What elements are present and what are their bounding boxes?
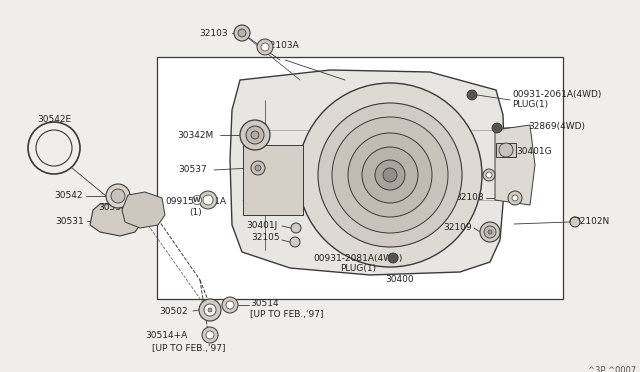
Circle shape bbox=[234, 25, 250, 41]
Text: 30542: 30542 bbox=[54, 192, 83, 201]
Text: 30401G: 30401G bbox=[516, 148, 552, 157]
Circle shape bbox=[318, 103, 462, 247]
Text: 30531: 30531 bbox=[55, 217, 84, 225]
Circle shape bbox=[480, 222, 500, 242]
Circle shape bbox=[255, 165, 261, 171]
Text: 32102N: 32102N bbox=[575, 218, 610, 227]
Text: 30514+A: 30514+A bbox=[146, 330, 188, 340]
Text: 32105: 32105 bbox=[252, 234, 280, 243]
Circle shape bbox=[36, 130, 72, 166]
Circle shape bbox=[251, 161, 265, 175]
Bar bbox=[157, 57, 563, 299]
Text: 30542E: 30542E bbox=[37, 115, 71, 125]
Bar bbox=[496, 143, 516, 157]
Circle shape bbox=[261, 43, 269, 51]
Polygon shape bbox=[122, 192, 165, 228]
Text: 32108: 32108 bbox=[456, 193, 484, 202]
Circle shape bbox=[204, 304, 216, 316]
Circle shape bbox=[222, 297, 238, 313]
Text: [UP TO FEB.,'97]: [UP TO FEB.,'97] bbox=[152, 343, 225, 353]
Circle shape bbox=[508, 191, 522, 205]
Text: 30514: 30514 bbox=[250, 298, 278, 308]
Text: 09915-1401A: 09915-1401A bbox=[166, 196, 227, 205]
Bar bbox=[243, 145, 303, 215]
Circle shape bbox=[375, 160, 405, 190]
Circle shape bbox=[383, 168, 397, 182]
Text: 00931-2061A(4WD): 00931-2061A(4WD) bbox=[512, 90, 602, 99]
Circle shape bbox=[348, 133, 432, 217]
Circle shape bbox=[332, 117, 448, 233]
Circle shape bbox=[202, 327, 218, 343]
Circle shape bbox=[492, 123, 502, 133]
Text: 30534: 30534 bbox=[99, 202, 127, 212]
Polygon shape bbox=[90, 204, 140, 236]
Circle shape bbox=[251, 131, 259, 139]
Text: 00931-2081A(4WD): 00931-2081A(4WD) bbox=[314, 253, 403, 263]
Circle shape bbox=[512, 195, 518, 201]
Text: 32869(4WD): 32869(4WD) bbox=[528, 122, 585, 131]
Text: ^3P ^0007: ^3P ^0007 bbox=[588, 366, 636, 372]
Text: 32103: 32103 bbox=[200, 29, 228, 38]
Circle shape bbox=[298, 83, 482, 267]
Circle shape bbox=[499, 143, 513, 157]
Text: 30537: 30537 bbox=[179, 166, 207, 174]
Circle shape bbox=[206, 331, 214, 339]
Text: 32103A: 32103A bbox=[264, 42, 299, 51]
Polygon shape bbox=[230, 70, 505, 275]
Text: W: W bbox=[193, 197, 201, 203]
Circle shape bbox=[246, 126, 264, 144]
Circle shape bbox=[467, 90, 477, 100]
Text: 32109: 32109 bbox=[444, 224, 472, 232]
Text: 32105: 32105 bbox=[419, 173, 448, 183]
Circle shape bbox=[203, 195, 213, 205]
Text: 30401J: 30401J bbox=[247, 221, 278, 230]
Text: 30400: 30400 bbox=[386, 276, 414, 285]
Circle shape bbox=[226, 301, 234, 309]
Text: PLUG(1): PLUG(1) bbox=[340, 263, 376, 273]
Circle shape bbox=[483, 169, 495, 181]
Circle shape bbox=[111, 189, 125, 203]
Circle shape bbox=[570, 217, 580, 227]
Text: (1): (1) bbox=[189, 208, 202, 217]
Circle shape bbox=[208, 308, 212, 312]
Circle shape bbox=[257, 39, 273, 55]
Text: [UP TO FEB.,'97]: [UP TO FEB.,'97] bbox=[250, 310, 323, 318]
Text: 30502: 30502 bbox=[159, 307, 188, 315]
Circle shape bbox=[240, 120, 270, 150]
Text: W: W bbox=[193, 197, 201, 203]
Circle shape bbox=[106, 184, 130, 208]
Circle shape bbox=[486, 172, 492, 178]
Circle shape bbox=[238, 29, 246, 37]
Circle shape bbox=[199, 191, 217, 209]
Polygon shape bbox=[495, 125, 535, 205]
Circle shape bbox=[291, 223, 301, 233]
Circle shape bbox=[362, 147, 418, 203]
Text: PLUG(1): PLUG(1) bbox=[512, 99, 548, 109]
Circle shape bbox=[484, 226, 496, 238]
Circle shape bbox=[290, 237, 300, 247]
Text: 30342M: 30342M bbox=[178, 131, 214, 140]
Circle shape bbox=[388, 253, 398, 263]
Circle shape bbox=[199, 299, 221, 321]
Circle shape bbox=[488, 230, 492, 234]
